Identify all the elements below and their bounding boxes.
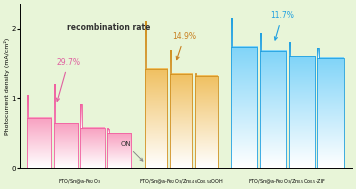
Text: 11.7%: 11.7% — [270, 11, 294, 40]
Text: ON: ON — [120, 141, 143, 161]
Text: 29.7%: 29.7% — [56, 58, 80, 101]
Text: FTO/Sn@a-Fe$_2$O$_3$/Zn$_{0.46}$Co$_{0.54}$OOH: FTO/Sn@a-Fe$_2$O$_3$/Zn$_{0.46}$Co$_{0.5… — [139, 177, 223, 186]
Text: FTO/Sn@a-Fe$_2$O$_3$: FTO/Sn@a-Fe$_2$O$_3$ — [58, 177, 101, 186]
Text: recombination rate: recombination rate — [67, 23, 150, 32]
Y-axis label: Photocurrent density (mA/cm²): Photocurrent density (mA/cm²) — [4, 37, 10, 135]
Text: FTO/Sn@a-Fe$_2$O$_3$/Zn$_{0.5}$Co$_{0.5}$-ZIF: FTO/Sn@a-Fe$_2$O$_3$/Zn$_{0.5}$Co$_{0.5}… — [248, 177, 326, 186]
Text: 14.9%: 14.9% — [172, 32, 197, 60]
